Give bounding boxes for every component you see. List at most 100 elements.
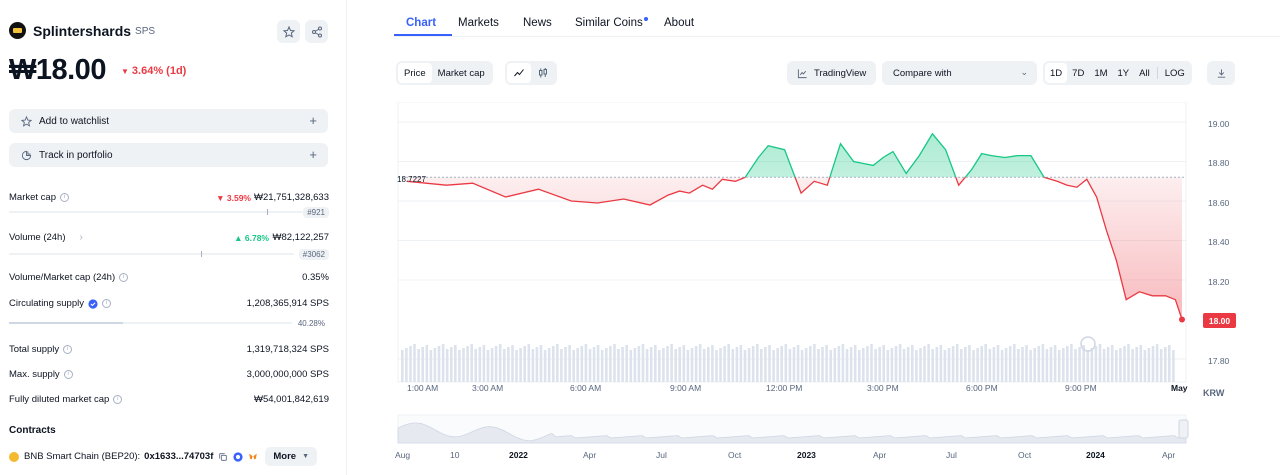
volume-bar (874, 349, 877, 382)
line-chart-button[interactable] (507, 63, 531, 83)
price-toggle[interactable]: Price (398, 63, 432, 83)
volume-bar (662, 348, 665, 382)
volume-bar (955, 344, 959, 382)
info-icon[interactable]: i (113, 395, 123, 404)
explorer-icon[interactable] (233, 451, 243, 462)
volume-bar (825, 345, 828, 382)
volume-bar (829, 350, 832, 382)
volume-bar (535, 347, 539, 382)
volume-bar (894, 346, 898, 382)
watermark-logo-icon (1080, 336, 1096, 352)
market-cap-rank: #921 (303, 207, 329, 218)
volume-bar (1147, 348, 1151, 382)
metamask-icon[interactable] (248, 452, 258, 462)
volume-bar (1106, 347, 1110, 382)
tab-news[interactable]: News (523, 17, 552, 29)
volume-bar (629, 350, 633, 382)
volume-bar (625, 345, 628, 382)
price-chart[interactable] (394, 102, 1200, 462)
volume-bar (735, 347, 739, 382)
share-button[interactable] (305, 20, 328, 43)
vol-mcap-label: Volume/Market cap (24h) (9, 272, 116, 283)
candlestick-button[interactable] (531, 63, 555, 83)
volume-bar (1082, 345, 1085, 382)
volume-bar (845, 349, 849, 382)
info-icon[interactable]: i (60, 193, 69, 202)
volume-bar (902, 349, 906, 382)
volume-bar (780, 346, 783, 382)
volume-bar (866, 346, 869, 382)
volume-bar (531, 349, 535, 382)
volume-bar (988, 349, 992, 382)
compare-with-select[interactable]: Compare with ⌄ (882, 61, 1037, 85)
contract-chain: BNB Smart Chain (BEP20): (24, 451, 141, 462)
x-tick-label: 3:00 AM (472, 383, 504, 393)
volume-bar (519, 348, 522, 382)
fdv-label: Fully diluted market cap (9, 394, 110, 405)
info-icon[interactable]: i (119, 273, 129, 282)
volume-bar (568, 345, 571, 382)
volume-bar (992, 347, 996, 382)
volume-bar (1049, 347, 1053, 382)
volume-bar (1062, 348, 1065, 382)
volume-bar (654, 345, 657, 382)
volume-bar (1119, 348, 1122, 382)
plot-frame (397, 102, 1187, 383)
tabs-divider (394, 36, 1280, 37)
chevron-right-icon: › (79, 232, 83, 243)
volume-bar (1123, 346, 1126, 382)
volume-bar (486, 350, 490, 382)
current-price-dot (1179, 316, 1185, 323)
range-1y[interactable]: 1Y (1117, 67, 1130, 79)
x-tick-label: 1:00 AM (407, 383, 439, 393)
tab-markets[interactable]: Markets (458, 17, 499, 29)
download-button[interactable] (1207, 61, 1235, 85)
volume-bar (960, 349, 963, 382)
range-1m[interactable]: 1M (1094, 67, 1108, 79)
favorite-button[interactable] (277, 20, 300, 43)
volume-bar (862, 348, 865, 382)
volume-bar (1131, 349, 1134, 382)
y-tick-label: 18.60 (1208, 198, 1230, 208)
portfolio-label: Track in portfolio (39, 149, 113, 161)
volume-bar (911, 345, 914, 382)
volume-bar (592, 347, 596, 382)
info-icon[interactable]: i (63, 345, 73, 354)
tab-similar-coins[interactable]: Similar Coins (575, 17, 648, 29)
circulating-progress-bar (9, 322, 292, 324)
volume-bar (609, 346, 612, 382)
tab-chart[interactable]: Chart (406, 17, 437, 29)
tradingview-button[interactable]: TradingView (787, 61, 876, 85)
info-icon[interactable]: i (63, 370, 73, 379)
volume-bar (1159, 349, 1163, 382)
volume-bar (441, 344, 445, 382)
add-to-watchlist-button[interactable]: Add to watchlist + (9, 109, 328, 133)
volume-bar (776, 348, 779, 382)
range-1d[interactable]: 1D (1045, 63, 1068, 83)
range-7d[interactable]: 7D (1072, 67, 1085, 79)
copy-icon[interactable] (218, 452, 228, 462)
volume-bar (462, 348, 465, 382)
volume-bar (878, 347, 881, 382)
market-cap-toggle[interactable]: Market cap (437, 67, 485, 79)
volume-bar (947, 348, 951, 382)
range-all[interactable]: All (1139, 67, 1150, 79)
contract-address: 0x1633...74703f (144, 451, 214, 462)
circulating-supply-stat: Circulating supply i 1,208,365,914 SPS 4… (9, 298, 329, 330)
log-scale-toggle[interactable]: LOG (1164, 67, 1185, 79)
coin-name: Splintershards (33, 22, 132, 39)
volume-bar (433, 348, 437, 382)
info-icon[interactable]: i (101, 299, 111, 308)
volume-bar (882, 345, 885, 382)
volume-bar (739, 345, 743, 382)
tab-about[interactable]: About (664, 17, 695, 29)
volume-bar (964, 347, 967, 382)
volume-bar (1041, 344, 1045, 382)
volume-bar (951, 346, 955, 382)
volume-bar (719, 348, 722, 382)
volume-label[interactable]: Volume (24h) › (9, 232, 83, 243)
metric-toggle: Price Market cap (396, 61, 493, 85)
track-portfolio-button[interactable]: Track in portfolio + (9, 143, 328, 167)
volume-bar (817, 349, 820, 382)
more-contracts-button[interactable]: More ▼ (265, 447, 317, 466)
